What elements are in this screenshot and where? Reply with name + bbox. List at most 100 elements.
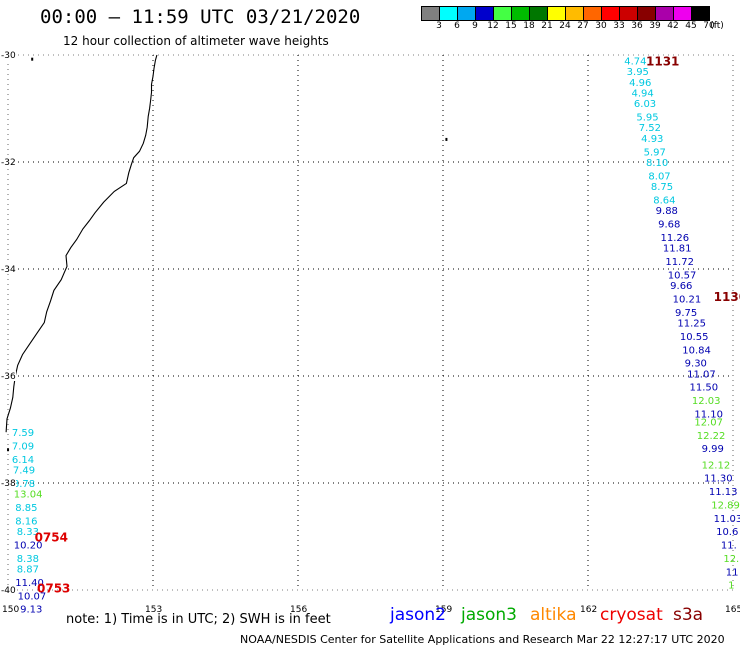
lon-tick-156: 156 [290,605,307,615]
lat-tick--30: -30 [1,51,16,61]
wave-height-value: 9.68 [658,220,680,231]
scale-label-27: 27 [577,21,589,31]
wave-height-value: 5.95 [636,113,658,124]
wave-height-value: 8.75 [651,182,673,193]
coastline [5,54,448,452]
lat-tick-bg [0,478,16,488]
wave-height-value: 9.99 [702,444,724,455]
pass-time-label: 0754 [35,531,68,545]
wave-height-value: 10.6 [716,527,738,538]
legend-jason3: jason3 [461,605,517,625]
wave-height-value: 13.04 [14,490,43,501]
wave-height-value: 1 [728,581,734,592]
wave-height-value: 7.52 [639,123,661,134]
wave-height-value: 9.13 [20,605,42,616]
wave-height-value: 11.81 [663,244,692,255]
wave-height-value: 10.57 [668,270,697,281]
wave-height-value: 11.10 [694,409,723,420]
lat-tick--38: -38 [1,479,16,489]
credit-line: NOAA/NESDIS Center for Satellite Applica… [240,633,725,646]
wave-height-value: 9.66 [670,281,692,292]
wave-height-value: 12. [723,554,739,565]
wave-height-value: 8.87 [17,565,39,576]
scale-label-12: 12 [487,21,499,31]
wave-height-value: 12.89 [711,500,740,511]
wave-height-value: 6.03 [634,99,656,110]
scale-label-33: 33 [613,21,625,31]
wave-height-value: 10.84 [682,345,711,356]
wave-height-value: 10.20 [14,541,43,552]
scale-label-15: 15 [505,21,517,31]
wave-height-value: 10.55 [680,332,709,343]
lat-tick-bg [0,264,16,274]
lat-tick-bg [0,585,16,595]
scale-label-24: 24 [559,21,571,31]
wave-height-value: 9.75 [675,308,697,319]
wave-height-value: 8.33 [17,527,39,538]
wave-height-value: 11.25 [677,319,706,330]
wave-height-value: 4.94 [632,88,654,99]
wave-height-labels: 4.743.954.964.946.03 5.957.524.93 5.978.10… [12,56,740,615]
wave-height-value: 5.97 [644,147,666,158]
wave-height-value: 11.13 [709,487,738,498]
wave-height-value: 8.38 [17,554,39,565]
scale-label-39: 39 [649,21,661,31]
scale-label-6: 6 [454,21,460,31]
wave-height-value: 10.21 [673,294,702,305]
legend-altika: altika [530,605,577,625]
map-title: 00:00 – 11:59 UTC 03/21/2020 [40,6,361,28]
pass-time-label: 0753 [37,581,70,595]
legend-s3a: s3a [673,605,704,625]
scale-label-36: 36 [631,21,643,31]
wave-height-value: 12.07 [694,417,723,428]
wave-height-value: 7.49 [13,466,35,477]
island-mark [7,448,10,452]
wave-height-value: 8.78 [13,479,35,490]
scale-label-21: 21 [541,21,553,31]
lat-tick--40: -40 [1,586,16,596]
units-note: note: 1) Time is in UTC; 2) SWH is in fe… [66,612,331,627]
wave-height-value: 9.30 [685,359,707,370]
wave-height-value: 11.26 [661,233,690,244]
wave-height-value: 8.07 [648,171,670,182]
wave-height-value: 7.59 [12,428,34,439]
lon-tick-162: 162 [580,605,597,615]
scale-label-9: 9 [472,21,478,31]
lon-tick-159: 159 [435,605,452,615]
color-scale [421,6,710,21]
lat-tick-bg [0,371,16,381]
lat-tick-bg [0,50,16,60]
wave-height-value: 4.96 [629,78,651,89]
wave-height-value: 9.88 [656,206,678,217]
wave-height-value: 11 [726,567,739,578]
wave-height-value: 11.50 [690,383,719,394]
wave-height-value: 12.12 [702,460,731,471]
scale-label-18: 18 [523,21,535,31]
island-mark [445,137,448,141]
wave-height-value: 12.03 [692,396,721,407]
wave-height-value: 7.09 [12,442,34,453]
wave-height-value: 10.07 [18,591,47,602]
lon-tick-150: 150 [2,605,19,615]
coastline-path [5,54,158,433]
wave-height-value: 11.72 [665,257,694,268]
wave-height-value: 8.85 [15,503,37,514]
lat-tick--32: -32 [1,158,16,168]
scale-label-30: 30 [595,21,607,31]
wave-height-value: 11.03 [714,514,740,525]
wave-height-value: 6.14 [12,455,34,466]
graticule [7,54,734,591]
island-mark [31,57,34,61]
lat-tick--34: -34 [1,265,16,275]
lon-tick-165: 165 [725,605,740,615]
wave-height-value: 4.93 [641,134,663,145]
wave-height-value: 11.30 [704,474,733,485]
axis-tick-labels: 150 153 156 159 162 165 -30 -32 -34 -36 -38 -40 [0,50,740,615]
legend-cryosat: cryosat [600,605,663,625]
wave-height-value: 11.40 [15,578,44,589]
wave-height-value: 11. [721,541,737,552]
wave-height-value: 8.16 [15,516,37,527]
scale-swatch-70 [691,6,710,21]
